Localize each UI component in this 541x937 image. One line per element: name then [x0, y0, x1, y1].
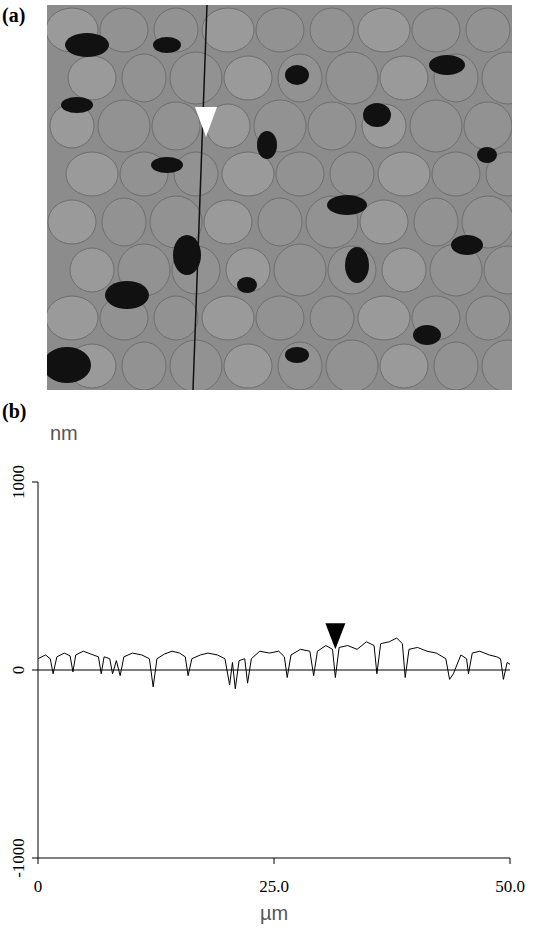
svg-text:50.0: 50.0	[495, 877, 525, 896]
svg-text:0: 0	[9, 666, 28, 675]
svg-text:25.0: 25.0	[259, 877, 289, 896]
html-text:(a): (a)	[2, 4, 26, 26]
svg-text:0: 0	[34, 877, 43, 896]
svg-text:-1000: -1000	[9, 838, 28, 878]
html-text:(b): (b)	[2, 400, 27, 422]
svg-text:µm: µm	[260, 902, 288, 924]
html-text:nm: nm	[50, 422, 78, 444]
svg-text:1000: 1000	[9, 465, 28, 499]
